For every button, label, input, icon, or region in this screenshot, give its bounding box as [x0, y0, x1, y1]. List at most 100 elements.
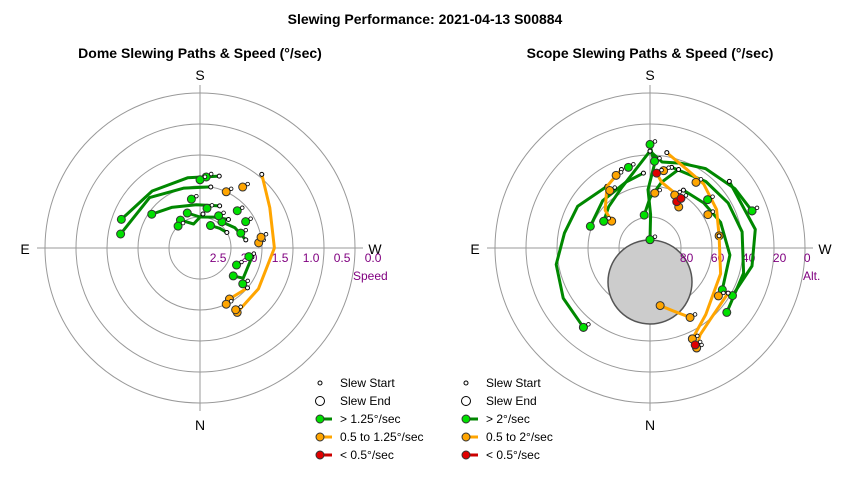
scope-slew-start-marker [716, 233, 722, 239]
dome-slew-point [232, 260, 242, 270]
scope-legend-marker [461, 450, 471, 460]
dome-slew-point [186, 194, 196, 204]
scope-slew-start-marker [726, 178, 732, 184]
scope-dir-right: W [818, 241, 832, 257]
dome-slew-point [236, 228, 246, 238]
dome-slew-path [235, 172, 276, 314]
scope-slew-start-dot [695, 333, 700, 339]
dome-paths [116, 171, 276, 317]
scope-slew-point [685, 312, 695, 322]
dome-legend-label: Slew End [340, 394, 391, 408]
scope-slew-end-marker [639, 210, 649, 220]
dome-slew-point [241, 217, 251, 227]
scope-slew-start-dot [659, 167, 664, 173]
dome-slew-point [256, 232, 266, 242]
dome-slew-end-marker [116, 214, 126, 224]
scope-legend-label: > 2°/sec [486, 412, 530, 426]
scope-slew-start-dot [657, 156, 662, 161]
scope-slew-point [650, 188, 660, 198]
dome-slew-start-dot [209, 171, 214, 177]
dome-slew-start-dot [209, 203, 215, 208]
scope-legend: Slew Start Slew End > 2°/sec 0.5 to 2°/sec <… [461, 376, 553, 462]
scope-slew-start-dot [710, 194, 715, 199]
dome-polar-plot: Dome Slewing Paths & Speed (°/sec) S E W… [20, 45, 423, 462]
scope-slew-point [691, 177, 701, 187]
dome-radial-tick: 2.5 [210, 251, 227, 265]
dome-slew-point [238, 182, 248, 192]
scope-slew-start-dot [698, 177, 704, 182]
dome-slew-start-dot [221, 210, 226, 215]
dome-slew-point [173, 221, 183, 231]
scope-legend-marker [461, 414, 471, 424]
dome-slew-path [178, 212, 205, 226]
scope-slew-start-dot [657, 187, 663, 193]
dome-slew-start-dot [243, 227, 248, 233]
scope-slew-start-marker [647, 148, 653, 154]
dome-points [173, 171, 269, 315]
scope-slew-start-marker [725, 290, 731, 296]
dome-slew-start-dot [263, 232, 269, 237]
scope-dir-left: E [470, 241, 479, 257]
scope-legend-end-marker [461, 396, 471, 406]
scope-slew-start-dot [631, 162, 636, 167]
scope-slew-point [676, 193, 686, 203]
dome-slew-point [214, 211, 224, 221]
dome-slew-start-dot [248, 216, 253, 221]
dome-slew-point [238, 279, 248, 289]
dome-slew-start-marker [200, 211, 206, 217]
dome-slew-start-dot [240, 205, 245, 210]
scope-slew-point [747, 206, 757, 216]
scope-slew-start-dot [692, 312, 698, 317]
dome-slew-start-dot [194, 193, 199, 199]
scope-radial-tick: 60 [711, 251, 725, 265]
scope-slew-point [645, 139, 655, 149]
dome-slew-point [232, 206, 242, 216]
scope-slew-point [645, 235, 655, 245]
scope-slew-start-dot [612, 185, 617, 190]
dome-slew-start-marker [216, 173, 222, 179]
scope-slew-start-marker [676, 167, 682, 173]
scope-slew-point [605, 186, 615, 196]
dome-legend-end-marker [315, 396, 325, 406]
scope-slew-point [623, 162, 633, 172]
scope-radial-tick: 20 [773, 251, 787, 265]
scope-legend-label: 0.5 to 2°/sec [486, 430, 553, 444]
dome-dir-left: E [20, 241, 29, 257]
scope-legend-label: < 0.5°/sec [486, 448, 540, 462]
dome-radial-tick: 1.0 [303, 251, 320, 265]
scope-slew-point [690, 340, 700, 350]
scope-dir-top: S [645, 67, 654, 83]
scope-slew-start-dot [710, 209, 716, 214]
scope-slew-path [554, 184, 609, 329]
scope-slew-path [681, 188, 732, 292]
dome-slew-end-marker [228, 271, 238, 281]
scope-slew-path [588, 171, 645, 228]
dome-legend-label: > 1.25°/sec [340, 412, 401, 426]
scope-slew-point [578, 322, 588, 332]
scope-slew-end-marker [585, 221, 595, 231]
dome-slew-start-dot [245, 181, 250, 187]
dome-legend-start-marker [317, 380, 323, 386]
dome-slew-start-dot [229, 186, 234, 192]
dome-slew-end-marker [205, 221, 215, 231]
scope-legend-label: Slew Start [486, 376, 541, 390]
scope-slew-start-dot [697, 339, 703, 345]
dome-slew-end-marker [182, 208, 192, 218]
dome-slew-start-marker [244, 285, 250, 291]
dome-slew-start-marker [259, 171, 265, 177]
dome-legend-marker [315, 450, 325, 460]
dome-slew-end-marker [147, 209, 157, 219]
scope-slew-start-dot [677, 189, 682, 195]
scope-slew-end-marker [722, 307, 732, 317]
dome-slew-start-marker [217, 203, 223, 209]
dome-legend-label: 0.5 to 1.25°/sec [340, 430, 424, 444]
scope-legend-start-marker [463, 380, 469, 386]
dome-slew-start-marker [243, 237, 249, 243]
dome-plot-title: Dome Slewing Paths & Speed (°/sec) [78, 45, 322, 61]
dome-slew-point [202, 203, 212, 213]
scope-slew-point [703, 210, 713, 220]
scope-slew-point [599, 216, 609, 226]
scope-slew-point [703, 195, 713, 205]
scope-slew-start-dot [586, 322, 591, 327]
scope-slew-path [690, 234, 723, 341]
